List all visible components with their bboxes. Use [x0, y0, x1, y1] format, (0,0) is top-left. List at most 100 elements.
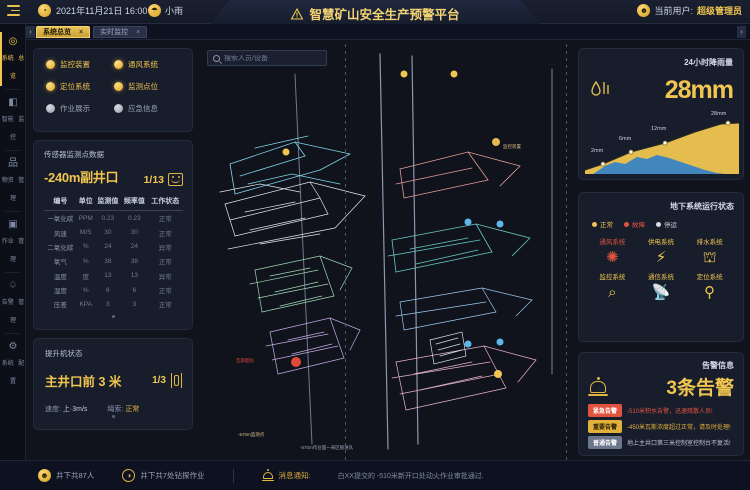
toggle-ventilation[interactable]: 通风系统 — [114, 59, 182, 70]
rainfall-main-row: 28mm — [589, 76, 734, 105]
legend-stopped: 停运 — [656, 219, 677, 229]
rain-drop-icon — [591, 80, 609, 96]
system-surveillance[interactable]: 监控系统 ⌕ — [588, 271, 637, 301]
page-title-text: 智慧矿山安全生产预警平台 — [309, 8, 460, 22]
sidebar-item-label: 智能 — [1, 117, 14, 123]
sidebar-item-operations[interactable]: ▣ 作业 管理 — [0, 213, 26, 271]
divider — [5, 211, 20, 212]
legend-label: 故障 — [632, 222, 645, 229]
sidebar-item-label: 系统 — [1, 361, 14, 367]
alarm-text: -450米瓦斯浓度超过正常，请及时处理! — [627, 425, 731, 431]
notification-area[interactable]: 消息通知: 白XX提交的 -510米新开口处动火作业审批通过. — [261, 469, 484, 482]
sensor-pager[interactable]: 1/13 — [144, 173, 183, 186]
search-input[interactable] — [224, 54, 321, 62]
alarm-list: 紧急告警 -510米积水告警，迅速疏散人员! 重要告警 -450米瓦斯浓度超过正… — [588, 404, 734, 449]
toggle-operations-display[interactable]: 作业展示 — [46, 103, 114, 114]
divider — [5, 333, 20, 334]
sidebar-item-system-overview[interactable]: ◎ 系统 总览 — [0, 30, 26, 88]
table-row[interactable]: 风速 M/S 30 30 正常 — [44, 225, 183, 239]
header-center-decoration — [210, 0, 540, 24]
hamburger-menu-icon[interactable] — [7, 5, 21, 19]
close-icon[interactable]: × — [79, 28, 84, 36]
system-positioning[interactable]: 定位系统 ⚲ — [685, 271, 734, 301]
toggle-label: 作业展示 — [60, 104, 90, 113]
cell-name: 氧气 — [53, 259, 67, 267]
rainfall-panel: 24小时降雨量 28mm 2mm 6mm 12mm 28mm — [578, 48, 744, 180]
toggle-dot-icon — [114, 104, 123, 113]
col-freq: 频率值 — [123, 198, 145, 205]
table-row[interactable]: 二氧化碳 % 24 24 异常 — [44, 240, 183, 254]
cell-value: 13 — [104, 272, 112, 280]
system-power[interactable]: 供电系统 ⚡ — [637, 236, 686, 266]
chevron-right-icon[interactable]: › — [737, 26, 746, 38]
sensor-table: 编号 单位 监测值 频率值 工作状态 一氧化碳 PPM 0.23 0.23 正常… — [44, 194, 183, 312]
system-drainage[interactable]: 排水系统 ⛫ — [685, 236, 734, 266]
toggle-emergency-info[interactable]: 应急信息 — [114, 103, 182, 114]
work-text: 井下共7处钻探作业 — [140, 471, 205, 480]
alarm-tag: 紧急告警 — [588, 404, 622, 417]
cell-unit: % — [82, 257, 89, 265]
status-badge: 正常 — [158, 302, 172, 310]
table-row[interactable]: 氧气 % 38 38 正常 — [44, 254, 183, 268]
rainfall-area-chart — [584, 120, 740, 174]
cell-name: 二氧化碳 — [47, 244, 74, 252]
cell-freq: 38 — [130, 257, 138, 265]
sidebar-item-alarm[interactable]: ♤ 告警 管理 — [0, 274, 26, 332]
underground-operations-count[interactable]: ◑ 井下共7处钻探作业 — [122, 469, 205, 482]
sensor-location: -240m副井口 — [44, 170, 119, 185]
table-row[interactable]: 一氧化碳 PPM 0.23 0.23 正常 — [44, 211, 183, 226]
table-row[interactable]: 压差 KPA 3 3 正常 — [44, 297, 183, 311]
divider — [5, 89, 20, 90]
toggle-monitoring-device[interactable]: 监控装置 — [46, 59, 114, 70]
marker-label: -570m监测点 — [238, 431, 265, 438]
status-bar: ☻ 井下共87人 ◑ 井下共7处钻探作业 消息通知: 白XX提交的 -510米新… — [0, 460, 750, 490]
mine-tunnel-wireframe[interactable]: 监控装置 瓦斯超标 -570m监测点 -570m作业面一采区掘进队 — [200, 44, 574, 460]
chevron-left-icon[interactable]: ‹ — [26, 26, 35, 38]
toggle-positioning[interactable]: 定位系统 — [46, 81, 114, 92]
cell-value: 38 — [104, 257, 112, 265]
elevator-icon — [171, 373, 182, 388]
sidebar-item-smart-monitor[interactable]: ◧ 智能 监控 — [0, 91, 26, 149]
list-item[interactable]: 重要告警 -450米瓦斯浓度超过正常，请及时处理! — [588, 420, 734, 433]
carousel-dots[interactable] — [34, 305, 192, 323]
tab-label: 实时监控 — [100, 29, 129, 36]
system-ventilation[interactable]: 通风系统 ✺ — [588, 236, 637, 266]
status-badge: 正常 — [158, 216, 172, 224]
alarm-text: 地上主井口第三米控制室控制台不复活! — [627, 441, 731, 447]
hoist-rope-value: 正常 — [125, 406, 140, 413]
underground-people-count[interactable]: ☻ 井下共87人 — [38, 469, 94, 482]
layer-toggle-panel: 监控装置 通风系统 定位系统 监测点位 作业展示 应急信息 — [33, 48, 193, 132]
table-row[interactable]: 湿度 % 6 6 正常 — [44, 283, 183, 297]
system-communication[interactable]: 通信系统 📡 — [637, 271, 686, 301]
tab-realtime-monitor[interactable]: 实时监控 × — [93, 26, 148, 38]
underground-system-status-panel: 地下系统运行状态 正常 故障 停运 通风系统 ✺ 供电系统 ⚡ — [578, 192, 744, 342]
rainfall-chart: 2mm 6mm 12mm 28mm — [584, 111, 740, 174]
hoist-rope: 绳索: 正常 — [107, 404, 139, 414]
divider — [232, 468, 234, 483]
legend-normal: 正常 — [592, 219, 613, 229]
current-user[interactable]: ☻ 当前用户: 超级管理员 — [637, 4, 742, 17]
marker-label: 瓦斯超标 — [236, 357, 254, 364]
mine-3d-visualization[interactable]: 监控装置 瓦斯超标 -570m监测点 -570m作业面一采区掘进队 — [200, 44, 574, 460]
legend-dot-icon — [624, 221, 629, 227]
close-icon[interactable]: × — [136, 28, 141, 36]
col-value: 监测值 — [97, 198, 119, 205]
notification-bell-icon — [261, 469, 274, 482]
list-item[interactable]: 普通告警 地上主井口第三米控制室控制台不复活! — [588, 436, 734, 449]
sidebar-item-label2: 管理 — [9, 239, 25, 263]
toggle-monitor-points[interactable]: 监测点位 — [114, 81, 182, 92]
list-item[interactable]: 紧急告警 -510米积水告警，迅速疏散人员! — [588, 404, 734, 417]
search-box[interactable] — [207, 50, 327, 66]
hoist-pager[interactable]: 1/3 — [152, 373, 182, 388]
search-icon — [213, 54, 220, 62]
chart-point-label: 6mm — [619, 136, 632, 142]
header-datetime: ◔ 2021年11月21日 16:00 — [38, 4, 147, 17]
sidebar-item-system-config[interactable]: ⚙ 系统 配置 — [0, 335, 26, 393]
table-row[interactable]: 温度 度 13 13 异常 — [44, 269, 183, 283]
tab-system-overview[interactable]: 系统总览 × — [36, 26, 91, 38]
camera-icon: ⌕ — [608, 284, 617, 301]
carousel-dots[interactable] — [34, 405, 192, 423]
tab-label: 系统总览 — [43, 29, 71, 36]
sidebar-item-materials[interactable]: 品 物资 管理 — [0, 152, 26, 210]
alarm-tag: 普通告警 — [588, 436, 622, 449]
